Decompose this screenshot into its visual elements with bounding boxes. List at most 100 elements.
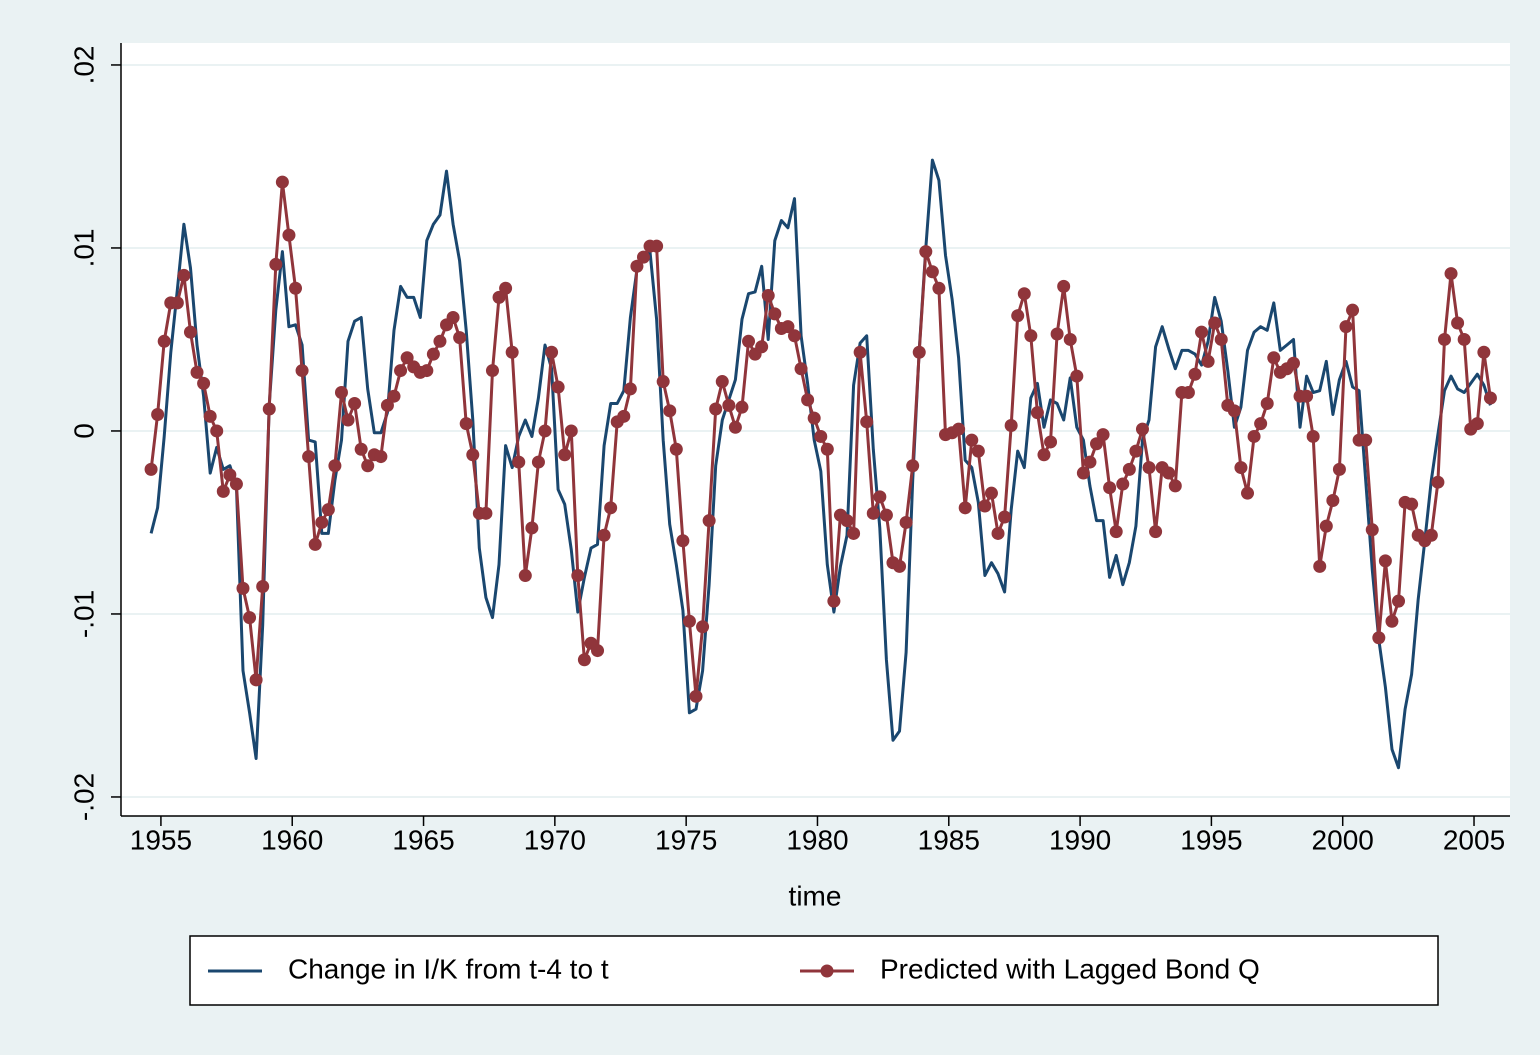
data-point	[1247, 429, 1261, 443]
data-point	[571, 569, 585, 583]
data-point	[1227, 404, 1241, 418]
data-point	[925, 265, 939, 279]
data-point	[840, 514, 854, 528]
data-point	[669, 442, 683, 456]
data-point	[1444, 267, 1458, 281]
data-point	[984, 486, 998, 500]
data-point	[203, 409, 217, 423]
data-point	[617, 409, 631, 423]
data-point	[1162, 466, 1176, 480]
data-point	[545, 345, 559, 359]
data-point	[229, 477, 243, 491]
data-point	[446, 311, 460, 325]
data-point	[676, 534, 690, 548]
data-point	[1135, 422, 1149, 436]
data-point	[1424, 528, 1438, 542]
data-point	[866, 506, 880, 520]
data-point	[558, 448, 572, 462]
data-point	[899, 515, 913, 529]
data-point	[1405, 497, 1419, 511]
data-point	[341, 413, 355, 427]
data-point	[755, 340, 769, 354]
data-point	[998, 510, 1012, 524]
data-point	[1260, 397, 1274, 411]
y-tick-label: .02	[68, 45, 99, 84]
data-point	[479, 506, 493, 520]
data-point	[1267, 351, 1281, 365]
y-tick-label: -.02	[68, 773, 99, 821]
data-point	[328, 459, 342, 473]
data-point	[1339, 320, 1353, 334]
data-point	[860, 415, 874, 429]
data-point	[715, 375, 729, 389]
data-point	[663, 404, 677, 418]
data-point	[1254, 417, 1268, 431]
x-tick-label: 1975	[655, 824, 717, 855]
data-point	[210, 424, 224, 438]
data-point	[289, 281, 303, 295]
data-point	[787, 329, 801, 343]
data-point	[144, 462, 158, 476]
data-point	[282, 228, 296, 242]
data-point	[505, 345, 519, 359]
data-point	[485, 364, 499, 378]
data-point	[1070, 369, 1084, 383]
data-point	[1392, 594, 1406, 608]
data-point	[394, 364, 408, 378]
data-point	[722, 398, 736, 412]
data-point	[912, 345, 926, 359]
data-point	[197, 376, 211, 390]
data-point	[453, 331, 467, 345]
data-point	[302, 450, 316, 464]
data-point	[591, 644, 605, 658]
data-point	[742, 334, 756, 348]
data-point	[1103, 481, 1117, 495]
data-point	[702, 514, 716, 528]
data-point	[919, 245, 933, 259]
x-tick-label: 2005	[1443, 824, 1505, 855]
data-point	[170, 296, 184, 310]
data-point	[374, 450, 388, 464]
data-point	[466, 448, 480, 462]
data-point	[1477, 345, 1491, 359]
data-point	[1319, 519, 1333, 533]
x-tick-label: 1965	[392, 824, 454, 855]
data-point	[1385, 614, 1399, 628]
data-point	[564, 424, 578, 438]
data-point	[499, 281, 513, 295]
data-point	[269, 257, 283, 271]
y-tick-label: -.01	[68, 590, 99, 638]
data-point	[1346, 303, 1360, 317]
data-point	[1109, 525, 1123, 539]
data-point	[728, 420, 742, 434]
data-point	[387, 389, 401, 403]
x-tick-label: 1960	[261, 824, 323, 855]
data-point	[1030, 406, 1044, 420]
data-point	[958, 501, 972, 515]
data-point	[1168, 479, 1182, 493]
x-tick-label: 1980	[786, 824, 848, 855]
data-point	[682, 614, 696, 628]
data-point	[1372, 631, 1386, 645]
data-point	[814, 429, 828, 443]
data-point	[577, 653, 591, 667]
data-point	[932, 281, 946, 295]
data-point	[400, 351, 414, 365]
data-point	[216, 484, 230, 498]
data-point	[827, 594, 841, 608]
data-point	[1359, 433, 1373, 447]
data-point	[1300, 389, 1314, 403]
data-point	[538, 424, 552, 438]
data-point	[1234, 461, 1248, 475]
data-point	[518, 569, 532, 583]
data-point	[151, 407, 165, 421]
data-point	[853, 345, 867, 359]
x-tick-label: 1970	[524, 824, 586, 855]
data-point	[361, 459, 375, 473]
data-point	[190, 365, 204, 379]
data-point	[1457, 332, 1471, 346]
data-point	[604, 501, 618, 515]
data-point	[893, 559, 907, 573]
data-point	[315, 515, 329, 529]
